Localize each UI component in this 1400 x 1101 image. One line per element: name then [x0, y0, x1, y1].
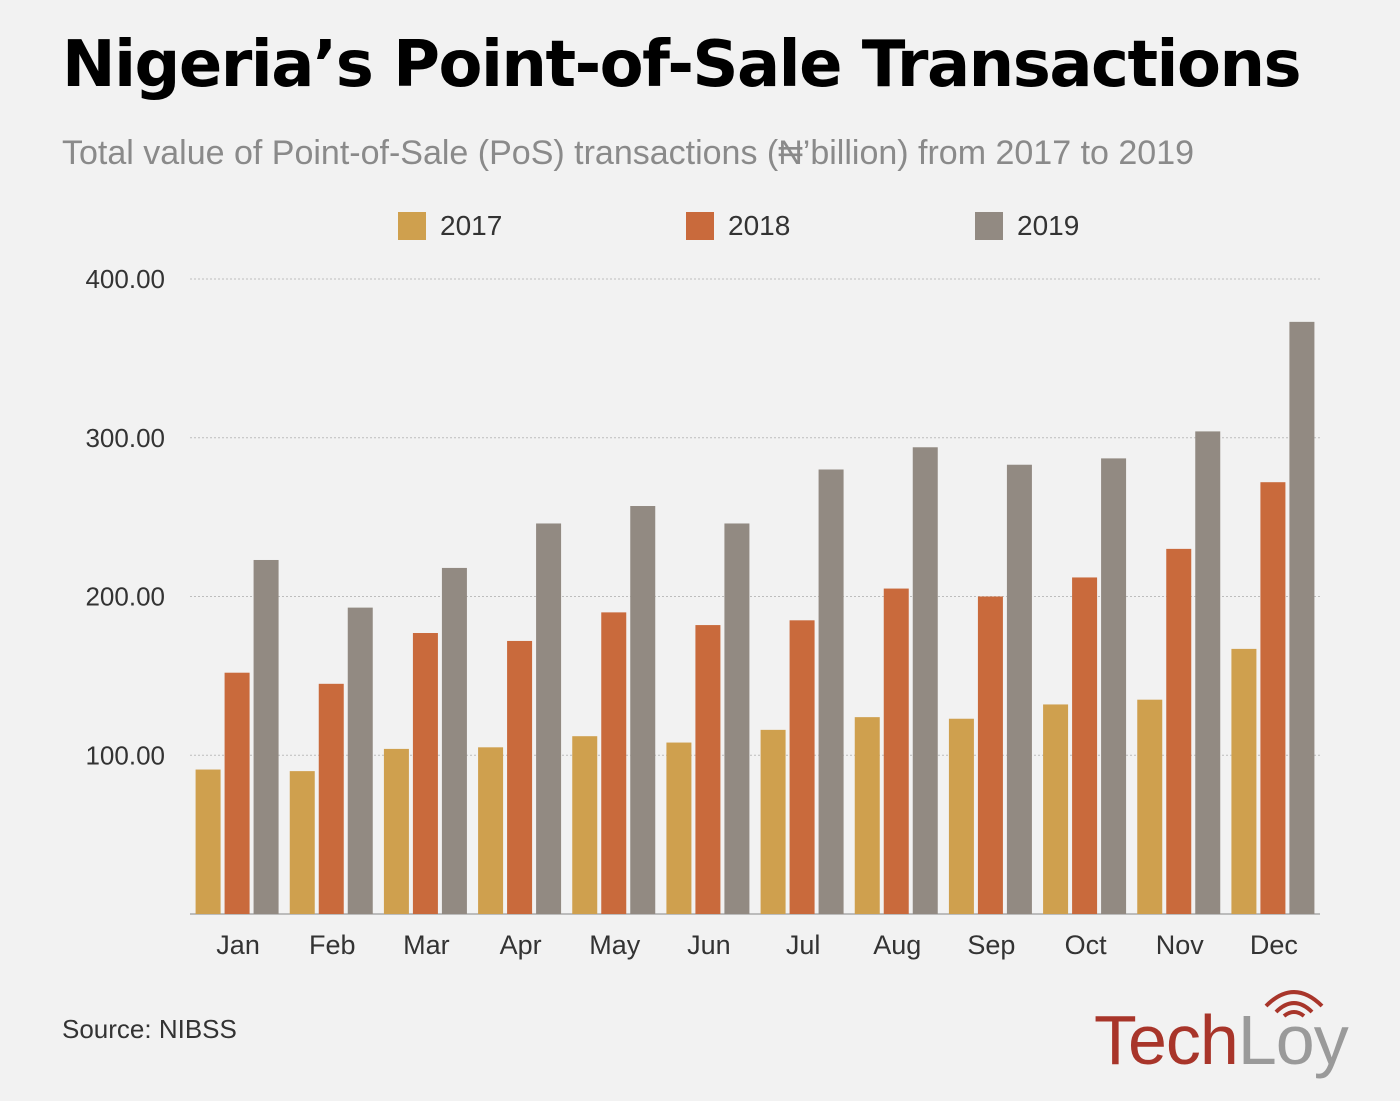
bar-2018-apr [507, 640, 533, 914]
legend-label-2017: 2017 [440, 210, 503, 241]
bar-2017-mar [383, 748, 409, 914]
bar-2019-jul [818, 469, 844, 914]
y-tick-label: 200.00 [85, 582, 165, 612]
x-tick-label: May [589, 930, 641, 960]
x-tick-label: Dec [1250, 930, 1298, 960]
bar-2019-aug [912, 447, 938, 914]
chart-subtitle: Total value of Point-of-Sale (PoS) trans… [62, 134, 1195, 172]
source-note: Source: NIBSS [62, 1014, 237, 1044]
legend-swatch-2019 [975, 212, 1003, 240]
logo-text: TechLoy [1094, 1000, 1349, 1080]
bar-2017-jul [760, 729, 786, 914]
x-tick-label: Sep [967, 930, 1015, 960]
bar-2019-may [630, 506, 656, 914]
bar-2017-nov [1137, 699, 1163, 914]
bar-2017-jan [195, 769, 221, 914]
bar-2018-nov [1166, 548, 1192, 914]
x-tick-label: Aug [873, 930, 921, 960]
x-tick-label: Jul [786, 930, 821, 960]
bar-2019-nov [1195, 431, 1221, 914]
logo-text-loy: Loy [1237, 1001, 1349, 1079]
bar-2018-feb [318, 683, 344, 914]
bar-2017-may [572, 736, 598, 914]
legend: 2017 2018 2019 [0, 210, 1400, 250]
x-tick-label: Nov [1156, 930, 1205, 960]
legend-label-2018: 2018 [728, 210, 791, 241]
y-tick-label: 100.00 [85, 740, 165, 770]
bar-2018-may [601, 612, 627, 914]
bar-2019-sep [1006, 464, 1032, 914]
x-tick-label: Jan [216, 930, 260, 960]
bar-2017-apr [478, 747, 504, 914]
bar-2018-sep [977, 596, 1003, 914]
y-tick-label: 300.00 [85, 423, 165, 453]
y-tick-label: 400.00 [85, 264, 165, 294]
legend-label-2019: 2019 [1017, 210, 1080, 241]
bar-2017-feb [289, 771, 315, 914]
x-tick-label: Oct [1065, 930, 1108, 960]
bar-2018-mar [412, 633, 438, 914]
legend-item-2017: 2017 [398, 210, 502, 242]
chart-title: Nigeria’s Point-of-Sale Transactions [62, 28, 1302, 102]
bar-2018-oct [1072, 577, 1098, 914]
bar-2017-oct [1043, 704, 1069, 914]
x-tick-label: Jun [687, 930, 731, 960]
signal-waves-icon [1264, 990, 1324, 1018]
legend-swatch-2017 [398, 212, 426, 240]
logo-text-tech: Tech [1094, 1001, 1239, 1079]
bar-2019-feb [347, 607, 373, 914]
bar-2018-dec [1260, 482, 1286, 914]
bar-2017-jun [666, 742, 692, 914]
bar-2018-jun [695, 625, 721, 914]
bar-2017-dec [1231, 648, 1257, 914]
bar-2019-jan [253, 559, 279, 914]
x-tick-label: Apr [500, 930, 542, 960]
legend-swatch-2018 [686, 212, 714, 240]
bar-2018-jul [789, 620, 815, 914]
x-tick-label: Mar [403, 930, 450, 960]
techloy-logo: TechLoy [1094, 984, 1354, 1084]
bar-2019-dec [1289, 321, 1315, 914]
bar-2017-aug [854, 717, 880, 914]
bar-2018-aug [883, 588, 909, 914]
legend-item-2018: 2018 [686, 210, 790, 242]
bar-2019-apr [536, 523, 562, 914]
bar-2018-jan [224, 672, 250, 914]
bar-2019-oct [1101, 458, 1127, 914]
bar-2017-sep [948, 718, 974, 914]
x-tick-label: Feb [309, 930, 356, 960]
bar-2019-mar [441, 567, 467, 914]
legend-item-2019: 2019 [975, 210, 1079, 242]
bar-2019-jun [724, 523, 750, 914]
